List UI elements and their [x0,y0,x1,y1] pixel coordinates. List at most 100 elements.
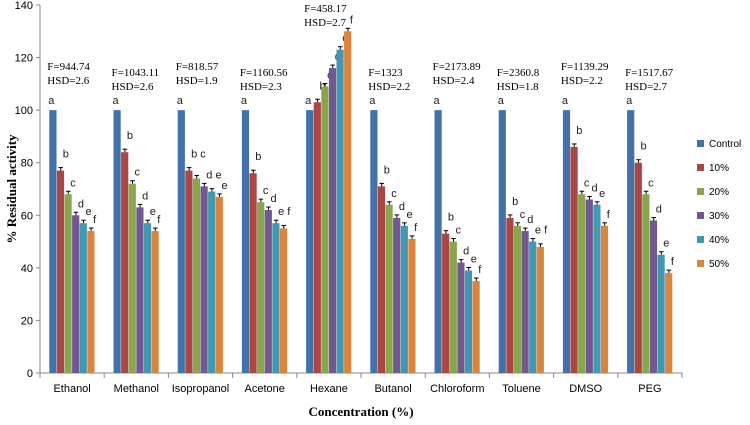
significance-letter: c [584,177,590,189]
bar-control [113,110,121,374]
bar-50pct [151,231,159,373]
y-tick-label: 140 [15,0,33,12]
legend-label: Control [709,139,741,150]
bar-30pct [200,186,208,373]
significance-letter: e f [278,206,291,218]
significance-letter: a [434,95,441,107]
x-tick-label: DMSO [569,383,602,395]
bar-40pct [79,223,87,373]
significance-letter: a [241,95,248,107]
bar-10pct [442,233,450,373]
hsd-value: HSD=2.7 [304,17,346,29]
significance-letter: d e [206,169,221,181]
significance-letter: d [592,183,598,195]
significance-letter: f [478,264,482,276]
legend-label: 10% [709,163,729,174]
legend-swatch [697,164,704,171]
bar-30pct [585,199,593,373]
bar-20pct [385,204,393,373]
f-value: F=1160.56 [240,67,288,79]
bar-40pct [272,223,280,373]
legend-label: 50% [709,259,729,270]
x-tick-label: PEG [638,383,661,395]
significance-letter: a [498,95,505,107]
significance-letter: d [271,193,277,205]
bar-10pct [377,186,386,373]
significance-letter: e [150,206,156,218]
significance-letter: a [113,95,120,107]
bar-10pct [506,217,514,373]
significance-letter: a [305,95,312,107]
significance-letter: b [127,130,133,142]
bar-30pct [328,68,337,373]
significance-letter: b [576,125,582,137]
significance-letter: e [407,209,413,221]
bar-20pct [513,225,522,373]
legend-label: 20% [709,187,729,198]
f-value: F=458.17 [304,3,347,15]
bar-control [434,110,442,374]
y-tick-label: 0 [27,368,33,380]
bar-40pct [400,225,408,373]
significance-letter: f [607,209,611,221]
bar-20pct [257,202,265,373]
bar-40pct [336,49,344,373]
hsd-value: HSD=2.2 [368,81,410,93]
f-value: F=944.74 [47,61,90,73]
bar-50pct [87,231,95,373]
significance-letter: d [78,198,84,210]
bar-50pct [408,238,416,373]
bar-50pct [536,246,544,373]
significance-letter: d [463,246,469,258]
bar-50pct [344,31,352,374]
bar-10pct [56,170,65,373]
significance-letter: e [663,238,669,250]
bar-20pct [642,194,650,373]
hsd-value: HSD=2.4 [433,75,475,87]
significance-letter: f [93,214,97,226]
hsd-value: HSD=2.7 [625,81,667,93]
bar-control [241,110,250,374]
y-axis-label: % Residual activity [4,134,19,244]
x-axis-label: Concentration (%) [308,404,413,419]
bar-50pct [472,281,480,373]
bar-control [177,110,185,374]
significance-letter: c [135,167,141,179]
bar-10pct [570,146,578,373]
significance-letter: c [456,225,462,237]
bar-control [627,110,635,374]
bar-control [49,110,57,374]
legend-label: 40% [709,235,729,246]
y-tick-label: 40 [21,263,33,275]
y-tick-label: 120 [15,53,33,65]
significance-letter: b [512,196,518,208]
legend-swatch [697,212,704,219]
significance-letter: a [626,95,633,107]
significance-letter: c [263,185,269,197]
bar-control [562,110,571,374]
significance-letter: c [391,188,397,200]
significance-letter: e [599,188,605,200]
bar-20pct [321,86,329,373]
bar-20pct [578,194,586,373]
bar-control [306,110,314,374]
significance-letter: b c [191,149,206,161]
hsd-value: HSD=1.9 [176,75,218,87]
significance-letter: f [671,256,675,268]
bar-40pct [208,191,216,373]
bar-50pct [665,273,673,373]
x-tick-label: Chloroform [430,383,484,395]
significance-letter: c [70,177,76,189]
legend-swatch [697,188,704,195]
hsd-value: HSD=2.3 [240,81,282,93]
bar-30pct [136,207,144,373]
bar-50pct [279,228,288,373]
bar-10pct [634,162,642,373]
legend-swatch [697,236,704,243]
f-value: F=2360.8 [497,67,540,79]
significance-letter: a [562,95,569,107]
x-tick-label: Hexane [310,383,348,395]
bar-control [370,110,378,374]
significance-letter: b [641,141,647,153]
bar-control [498,110,506,374]
